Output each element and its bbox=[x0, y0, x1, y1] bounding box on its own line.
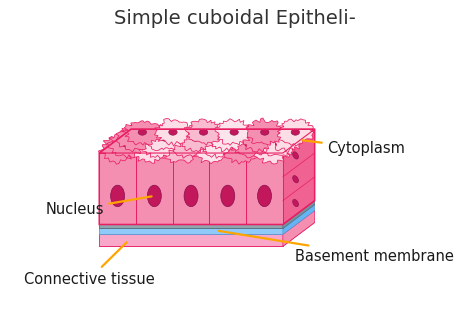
Polygon shape bbox=[155, 119, 192, 146]
Polygon shape bbox=[107, 130, 146, 158]
Polygon shape bbox=[99, 211, 315, 246]
Polygon shape bbox=[99, 153, 136, 225]
Ellipse shape bbox=[183, 141, 192, 147]
Polygon shape bbox=[138, 131, 176, 158]
Ellipse shape bbox=[292, 152, 299, 159]
Polygon shape bbox=[215, 119, 254, 145]
Polygon shape bbox=[99, 136, 137, 164]
Polygon shape bbox=[277, 119, 315, 146]
Polygon shape bbox=[184, 119, 223, 145]
Polygon shape bbox=[283, 129, 315, 225]
Ellipse shape bbox=[291, 129, 300, 135]
Polygon shape bbox=[283, 205, 315, 234]
Polygon shape bbox=[231, 130, 268, 158]
Polygon shape bbox=[147, 124, 185, 151]
Ellipse shape bbox=[147, 185, 161, 207]
Polygon shape bbox=[122, 121, 161, 145]
Polygon shape bbox=[116, 124, 154, 152]
Ellipse shape bbox=[169, 129, 177, 135]
Ellipse shape bbox=[130, 135, 138, 141]
Ellipse shape bbox=[200, 129, 208, 135]
Ellipse shape bbox=[275, 141, 283, 147]
Polygon shape bbox=[246, 118, 283, 146]
Ellipse shape bbox=[292, 175, 299, 183]
Polygon shape bbox=[136, 153, 173, 225]
Polygon shape bbox=[224, 137, 259, 164]
Polygon shape bbox=[99, 205, 315, 228]
Polygon shape bbox=[168, 130, 206, 158]
Ellipse shape bbox=[114, 147, 123, 153]
Ellipse shape bbox=[206, 147, 215, 153]
Polygon shape bbox=[177, 125, 214, 152]
Polygon shape bbox=[237, 124, 277, 152]
Polygon shape bbox=[252, 137, 290, 164]
Ellipse shape bbox=[283, 135, 292, 141]
Ellipse shape bbox=[221, 185, 235, 207]
Ellipse shape bbox=[237, 147, 245, 153]
Ellipse shape bbox=[257, 185, 272, 207]
Ellipse shape bbox=[292, 199, 299, 207]
Ellipse shape bbox=[175, 147, 184, 153]
Text: Nucleus: Nucleus bbox=[45, 196, 152, 217]
Polygon shape bbox=[283, 211, 315, 246]
Polygon shape bbox=[131, 137, 167, 163]
Ellipse shape bbox=[267, 147, 276, 153]
Ellipse shape bbox=[161, 135, 169, 141]
Ellipse shape bbox=[191, 135, 200, 141]
Ellipse shape bbox=[230, 129, 238, 135]
Ellipse shape bbox=[153, 141, 161, 147]
Ellipse shape bbox=[245, 141, 253, 147]
Polygon shape bbox=[99, 211, 315, 234]
Text: Cytoplasm: Cytoplasm bbox=[302, 140, 405, 156]
Polygon shape bbox=[173, 153, 210, 225]
Polygon shape bbox=[261, 130, 299, 157]
Text: Connective tissue: Connective tissue bbox=[24, 242, 155, 287]
Ellipse shape bbox=[214, 141, 222, 147]
Ellipse shape bbox=[253, 135, 261, 141]
Text: Simple cuboidal Epitheli-: Simple cuboidal Epitheli- bbox=[114, 9, 356, 28]
Polygon shape bbox=[192, 137, 228, 164]
Polygon shape bbox=[283, 201, 315, 228]
Polygon shape bbox=[246, 153, 283, 225]
Polygon shape bbox=[209, 124, 246, 152]
Ellipse shape bbox=[138, 129, 146, 135]
Polygon shape bbox=[210, 153, 246, 225]
Polygon shape bbox=[199, 131, 237, 158]
Polygon shape bbox=[161, 136, 198, 163]
Polygon shape bbox=[268, 125, 307, 152]
Ellipse shape bbox=[110, 185, 125, 207]
Ellipse shape bbox=[222, 135, 230, 141]
Ellipse shape bbox=[145, 147, 153, 153]
Polygon shape bbox=[99, 201, 315, 225]
Polygon shape bbox=[99, 234, 283, 246]
Polygon shape bbox=[99, 228, 283, 234]
Text: Basement membrane: Basement membrane bbox=[219, 231, 454, 264]
Ellipse shape bbox=[184, 185, 198, 207]
Ellipse shape bbox=[122, 141, 131, 147]
Polygon shape bbox=[99, 225, 283, 228]
Ellipse shape bbox=[261, 129, 269, 135]
